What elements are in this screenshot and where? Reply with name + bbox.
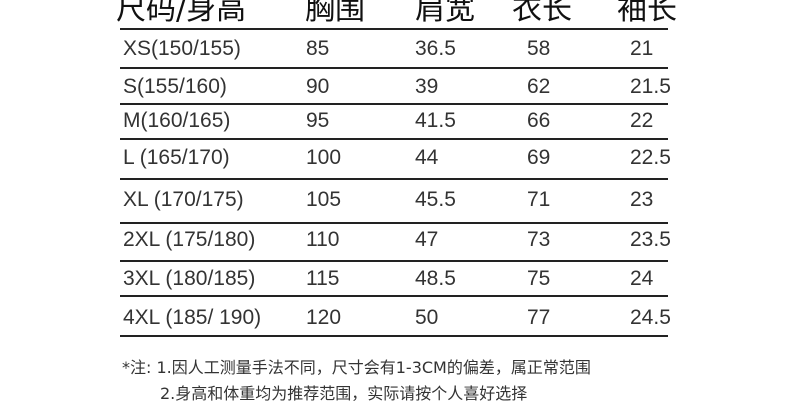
cell-chest: 85: [306, 37, 330, 60]
cell-length: 77: [527, 306, 551, 329]
cell-size: 3XL (180/185): [123, 267, 256, 290]
cell-sleeve: 23.5: [630, 228, 671, 251]
header-sleeve: 袖长: [617, 0, 677, 27]
cell-sleeve: 21.5: [630, 75, 671, 98]
row-divider: [120, 103, 668, 105]
row-divider: [120, 28, 668, 30]
header-size: 尺码/身高: [116, 0, 247, 27]
cell-shoulder: 41.5: [415, 109, 456, 132]
cell-chest: 105: [306, 188, 342, 211]
row-divider: [120, 295, 668, 297]
cell-length: 66: [527, 109, 551, 132]
cell-chest: 120: [306, 306, 342, 329]
row-divider: [120, 67, 668, 69]
cell-shoulder: 39: [415, 75, 439, 98]
cell-sleeve: 24: [630, 267, 654, 290]
cell-shoulder: 36.5: [415, 37, 456, 60]
cell-length: 73: [527, 228, 551, 251]
cell-chest: 100: [306, 146, 342, 169]
header-chest: 胸围: [305, 0, 365, 27]
cell-sleeve: 23: [630, 188, 654, 211]
row-divider: [120, 260, 668, 262]
cell-chest: 110: [306, 228, 340, 251]
cell-shoulder: 48.5: [415, 267, 456, 290]
cell-sleeve: 24.5: [630, 306, 671, 329]
row-divider: [120, 222, 668, 224]
cell-length: 75: [527, 267, 551, 290]
cell-length: 62: [527, 75, 551, 98]
cell-size: 2XL (175/180): [123, 228, 256, 251]
cell-size: M(160/165): [123, 109, 231, 132]
cell-shoulder: 44: [415, 146, 439, 169]
row-divider: [120, 335, 668, 337]
cell-chest: 90: [306, 75, 330, 98]
note-line-2: 2.身高和体重均为推荐范围，实际请按个人喜好选择: [160, 384, 528, 403]
cell-size: 4XL (185/ 190): [123, 306, 262, 329]
row-divider: [120, 178, 668, 180]
header-length: 衣长: [512, 0, 572, 27]
cell-sleeve: 21: [630, 37, 654, 60]
cell-length: 58: [527, 37, 551, 60]
cell-size: L (165/170): [123, 146, 230, 169]
cell-chest: 115: [306, 267, 340, 290]
cell-size: XL (170/175): [123, 188, 244, 211]
cell-shoulder: 47: [415, 228, 439, 251]
cell-sleeve: 22.5: [630, 146, 671, 169]
row-divider: [120, 138, 668, 140]
cell-chest: 95: [306, 109, 330, 132]
cell-size: S(155/160): [123, 75, 227, 98]
cell-sleeve: 22: [630, 109, 654, 132]
cell-length: 71: [527, 188, 551, 211]
header-shoulder: 肩宽: [415, 0, 475, 27]
cell-size: XS(150/155): [123, 37, 241, 60]
cell-shoulder: 45.5: [415, 188, 456, 211]
note-line-1: *注: 1.因人工测量手法不同，尺寸会有1-3CM的偏差，属正常范围: [122, 358, 591, 377]
cell-shoulder: 50: [415, 306, 439, 329]
cell-length: 69: [527, 146, 551, 169]
